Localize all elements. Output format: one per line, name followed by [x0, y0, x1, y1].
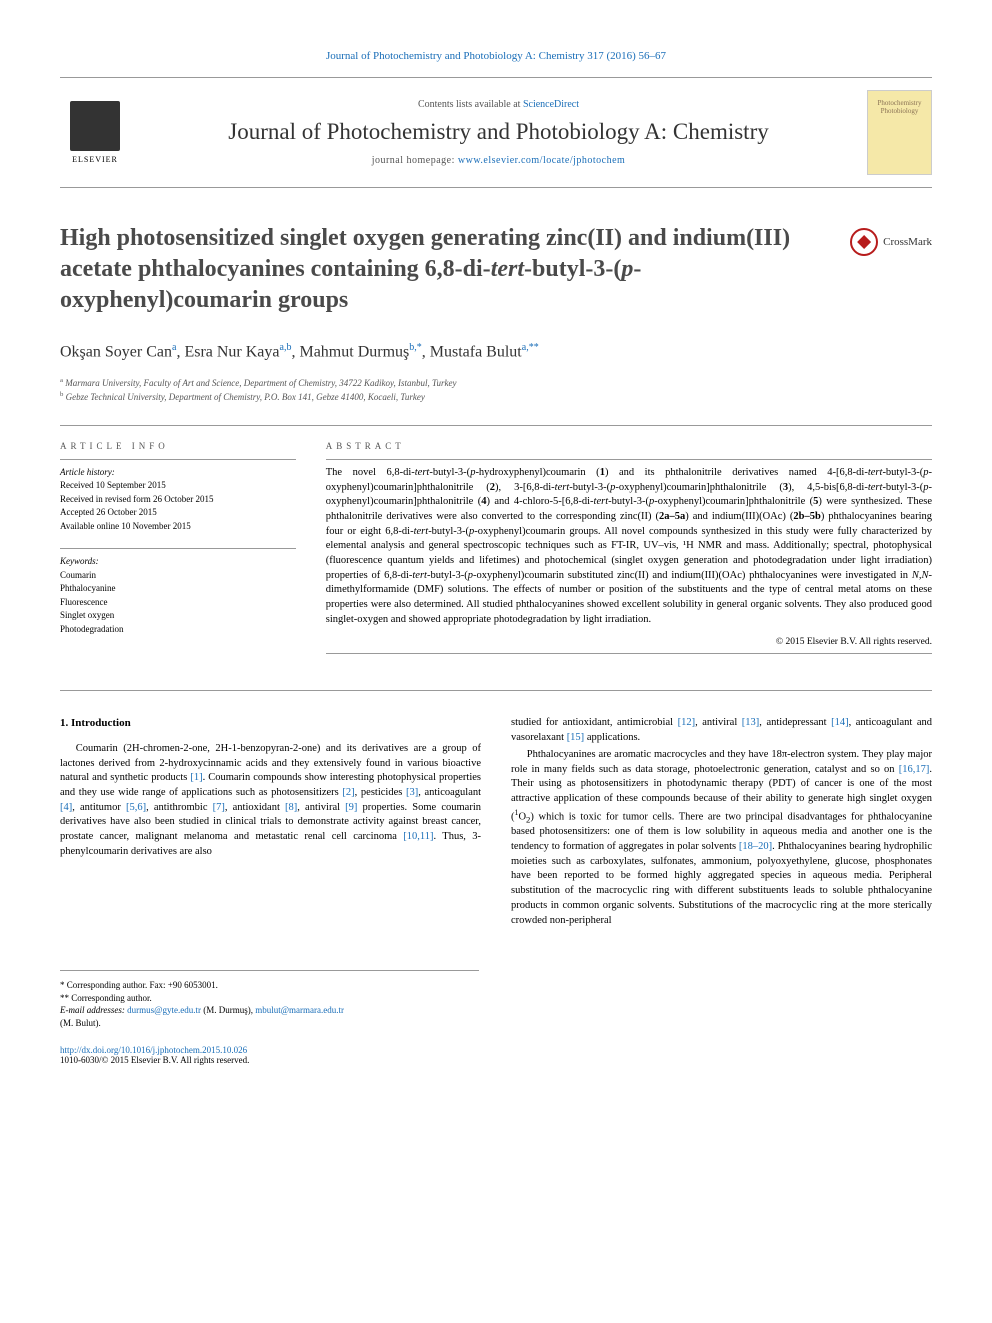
- keyword: Coumarin: [60, 569, 296, 583]
- crossmark-icon: [850, 228, 878, 256]
- keyword: Singlet oxygen: [60, 609, 296, 623]
- received-date: Received 10 September 2015: [60, 479, 296, 493]
- intro-paragraph-1-cont: studied for antioxidant, antimicrobial […: [511, 716, 932, 745]
- cover-text-1: Photochemistry: [878, 99, 922, 107]
- divider: [60, 425, 932, 426]
- intro-paragraph-1: Coumarin (2H-chromen-2-one, 2H-1-benzopy…: [60, 742, 481, 860]
- column-left: 1. Introduction Coumarin (2H-chromen-2-o…: [60, 716, 481, 930]
- affiliation-b: b Gebze Technical University, Department…: [60, 390, 932, 405]
- crossmark-badge[interactable]: CrossMark: [850, 228, 932, 256]
- doi-section: http://dx.doi.org/10.1016/j.jphotochem.2…: [60, 1045, 932, 1065]
- keyword: Fluorescence: [60, 596, 296, 610]
- journal-cover-thumbnail: Photochemistry Photobiology: [867, 90, 932, 175]
- online-date: Available online 10 November 2015: [60, 520, 296, 534]
- keyword: Phthalocyanine: [60, 582, 296, 596]
- keywords-label: Keywords:: [60, 555, 296, 569]
- intro-paragraph-2: Phthalocyanines are aromatic macrocycles…: [511, 748, 932, 928]
- corresponding-2: ** Corresponding author.: [60, 992, 479, 1005]
- elsevier-text: ELSEVIER: [72, 155, 118, 164]
- header-citation-link[interactable]: Journal of Photochemistry and Photobiolo…: [326, 50, 666, 62]
- affiliation-a: a Marmara University, Faculty of Art and…: [60, 376, 932, 391]
- journal-name: Journal of Photochemistry and Photobiolo…: [150, 118, 847, 146]
- email-name-1: (M. Durmuş),: [201, 1005, 255, 1015]
- affiliations: a Marmara University, Faculty of Art and…: [60, 376, 932, 405]
- contents-prefix: Contents lists available at: [418, 99, 523, 110]
- issn-copyright: 1010-6030/© 2015 Elsevier B.V. All right…: [60, 1055, 249, 1065]
- masthead: ELSEVIER Contents lists available at Sci…: [60, 77, 932, 188]
- masthead-center: Contents lists available at ScienceDirec…: [130, 99, 867, 167]
- email-name-2: (M. Bulut).: [60, 1018, 101, 1028]
- journal-homepage: journal homepage: www.elsevier.com/locat…: [150, 155, 847, 166]
- email-line: E-mail addresses: durmus@gyte.edu.tr (M.…: [60, 1004, 479, 1029]
- doi-link[interactable]: http://dx.doi.org/10.1016/j.jphotochem.2…: [60, 1045, 247, 1055]
- keywords-block: Keywords: Coumarin Phthalocyanine Fluore…: [60, 555, 296, 636]
- crossmark-label: CrossMark: [883, 236, 932, 248]
- column-right: studied for antioxidant, antimicrobial […: [511, 716, 932, 930]
- article-info-heading: ARTICLE INFO: [60, 441, 296, 451]
- body-columns: 1. Introduction Coumarin (2H-chromen-2-o…: [60, 716, 932, 930]
- cover-text-2: Photobiology: [881, 107, 919, 115]
- corresponding-1: * Corresponding author. Fax: +90 6053001…: [60, 979, 479, 992]
- homepage-prefix: journal homepage:: [372, 155, 458, 166]
- sciencedirect-link[interactable]: ScienceDirect: [523, 99, 579, 110]
- revised-date: Received in revised form 26 October 2015: [60, 493, 296, 507]
- footnotes: * Corresponding author. Fax: +90 6053001…: [60, 970, 479, 1029]
- abstract-heading: ABSTRACT: [326, 441, 932, 451]
- authors-line: Okşan Soyer Cana, Esra Nur Kayaa,b, Mahm…: [60, 342, 932, 361]
- homepage-link[interactable]: www.elsevier.com/locate/jphotochem: [458, 155, 625, 166]
- email-link-2[interactable]: mbulut@marmara.edu.tr: [255, 1005, 344, 1015]
- article-info-block: ARTICLE INFO Article history: Received 1…: [60, 441, 296, 661]
- email-link-1[interactable]: durmus@gyte.edu.tr: [127, 1005, 201, 1015]
- email-label: E-mail addresses:: [60, 1005, 127, 1015]
- elsevier-logo: ELSEVIER: [60, 93, 130, 173]
- history-label: Article history:: [60, 466, 296, 480]
- contents-list-line: Contents lists available at ScienceDirec…: [150, 99, 847, 110]
- article-history: Article history: Received 10 September 2…: [60, 466, 296, 534]
- abstract-text: The novel 6,8-di-tert-butyl-3-(p-hydroxy…: [326, 466, 932, 628]
- section-heading-intro: 1. Introduction: [60, 716, 481, 731]
- keyword: Photodegradation: [60, 623, 296, 637]
- elsevier-tree-icon: [70, 101, 120, 151]
- abstract-copyright: © 2015 Elsevier B.V. All rights reserved…: [326, 637, 932, 647]
- abstract-block: ABSTRACT The novel 6,8-di-tert-butyl-3-(…: [326, 441, 932, 661]
- accepted-date: Accepted 26 October 2015: [60, 506, 296, 520]
- header-citation: Journal of Photochemistry and Photobiolo…: [60, 50, 932, 62]
- article-title: High photosensitized singlet oxygen gene…: [60, 223, 932, 317]
